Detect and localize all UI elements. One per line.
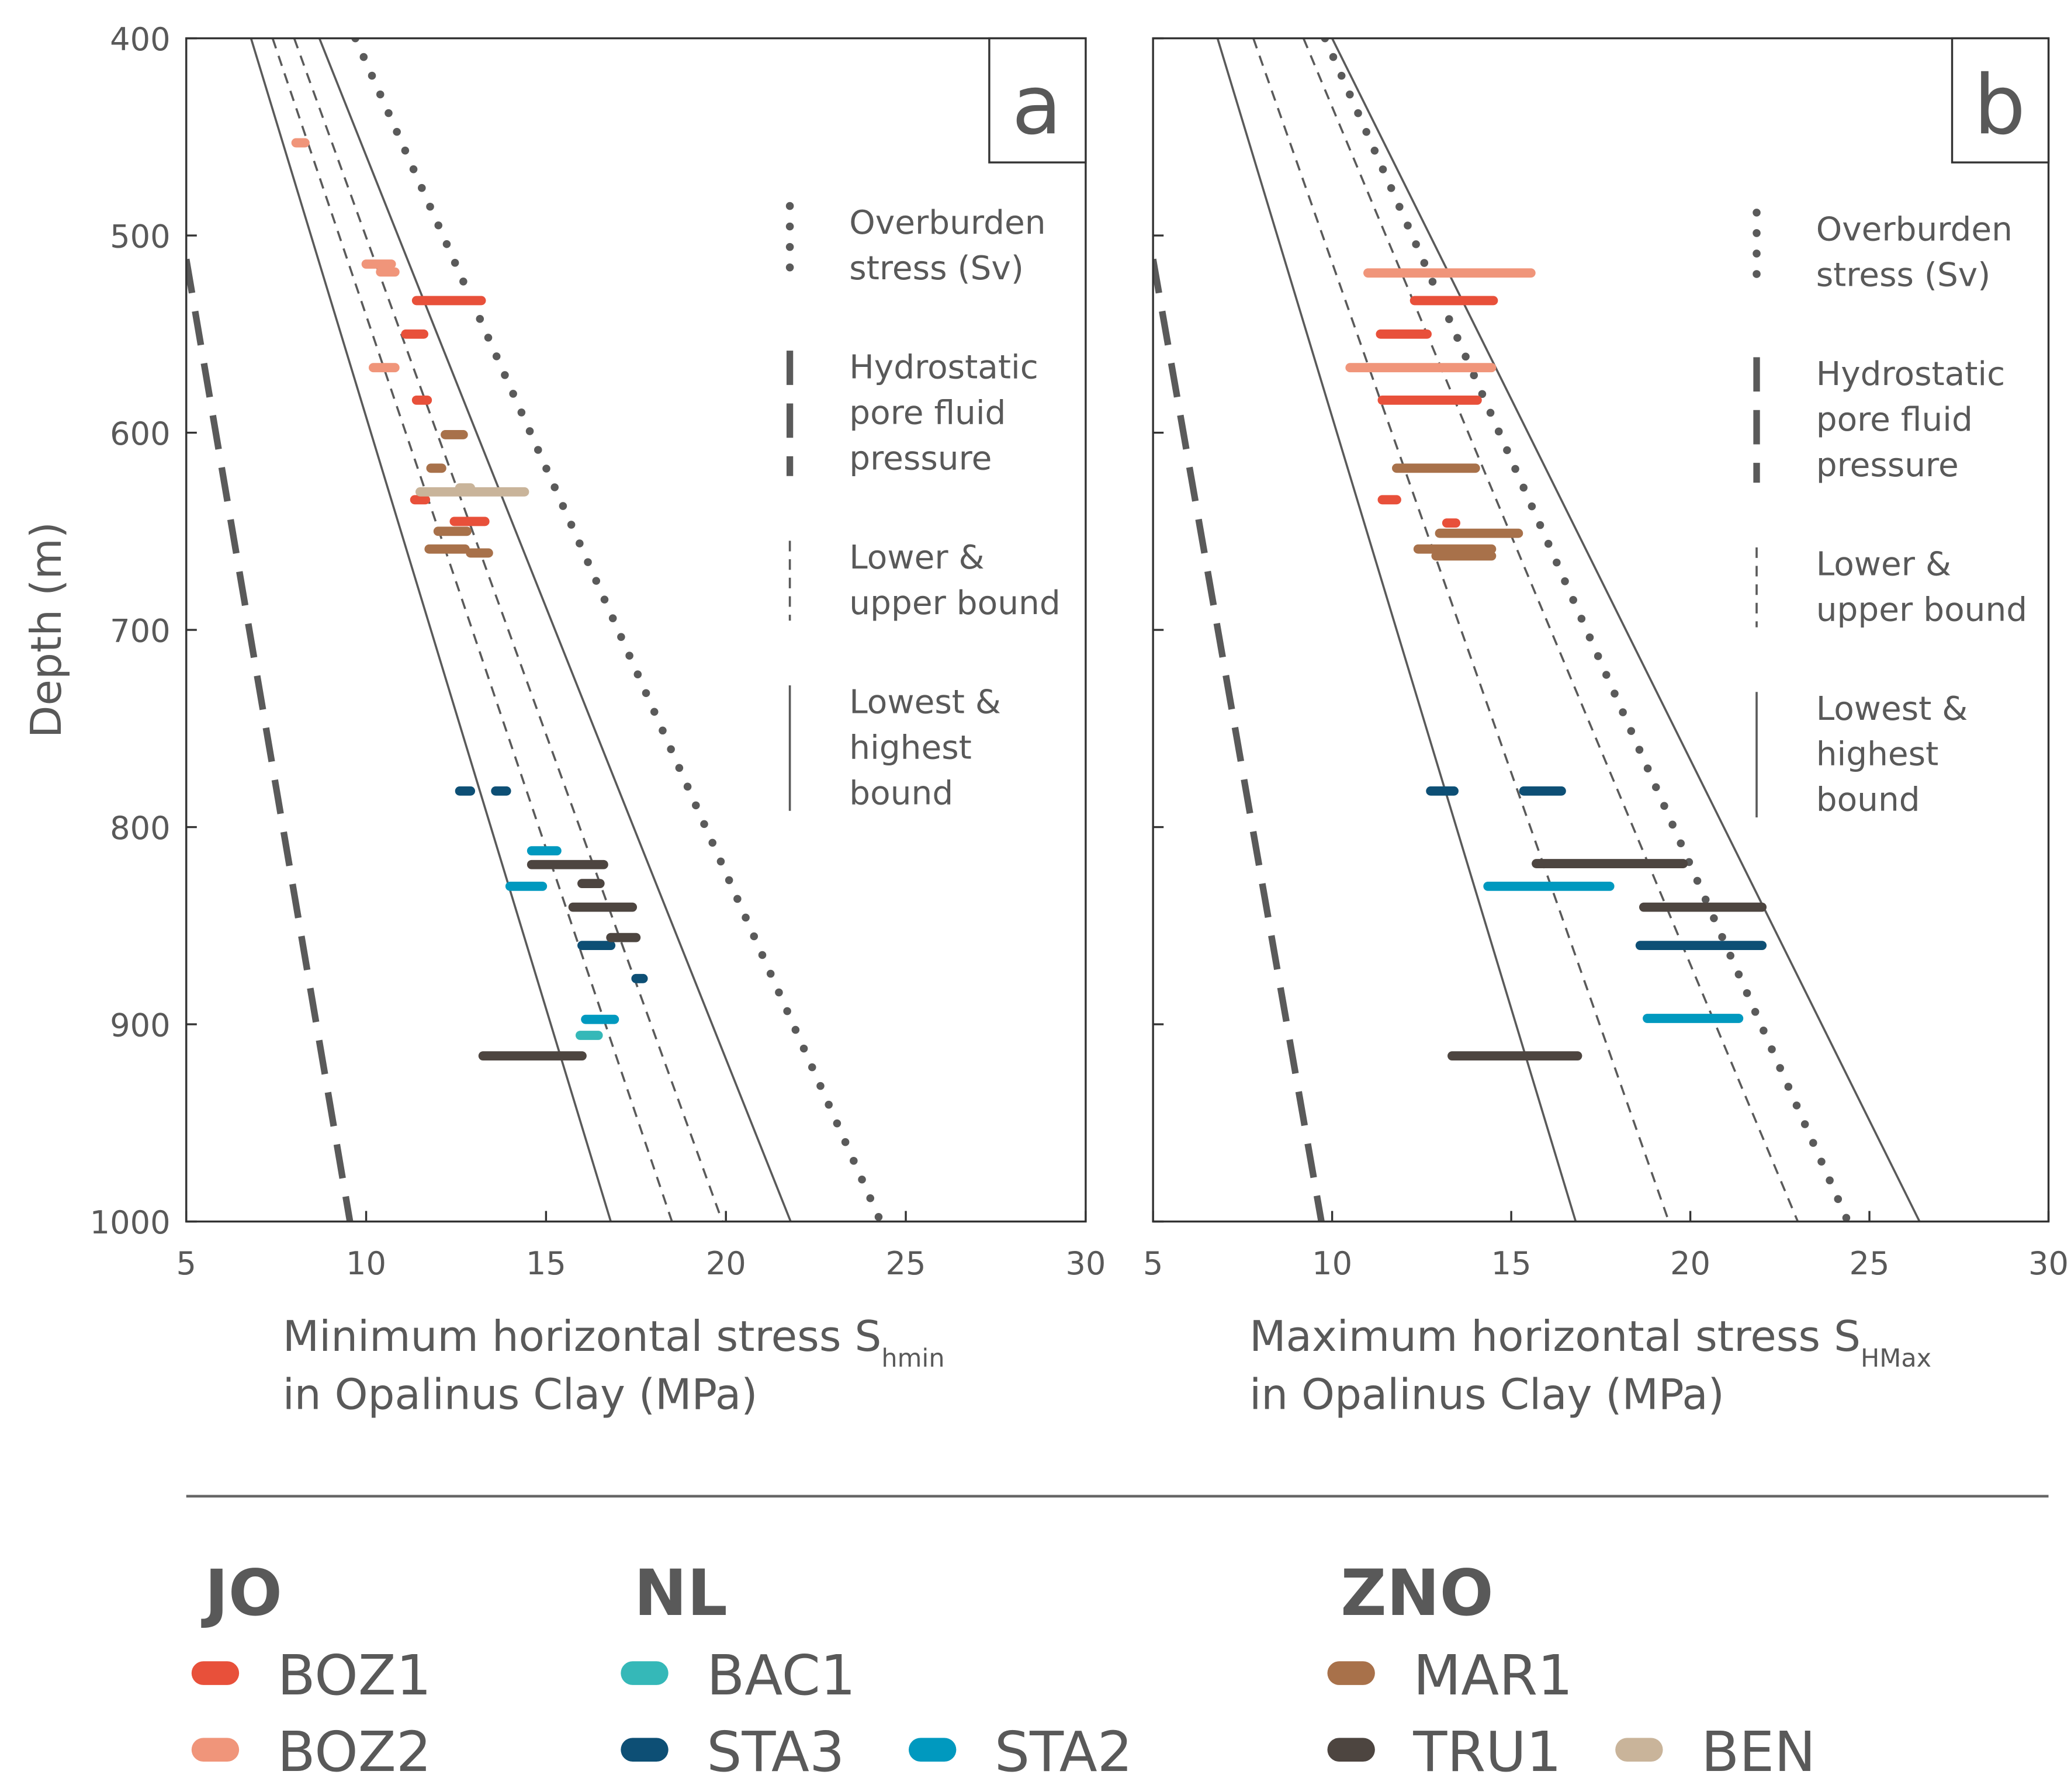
x-tick-label: 25 xyxy=(886,1245,926,1282)
legend-label: highest xyxy=(1816,736,1939,774)
reference-line xyxy=(1153,258,1325,1222)
x-tick-label: 10 xyxy=(346,1245,386,1282)
panel: 5 10 15 20 25 30 400 500 600 700 800 900 1000 a Minimu… xyxy=(22,21,1106,1420)
legend-label: bound xyxy=(1816,781,1920,819)
x-axis-label-line2: in Opalinus Clay (MPa) xyxy=(1249,1371,1724,1420)
legend-label: highest xyxy=(849,729,972,767)
legend-item: TRU1 xyxy=(1412,1720,1561,1784)
x-axis-label-sub: hmin xyxy=(881,1344,944,1373)
legend-label: pore fluid xyxy=(849,394,1006,432)
legend-label: Lower & xyxy=(849,539,984,577)
reference-line xyxy=(293,38,723,1222)
legend-item: STA3 xyxy=(707,1720,844,1784)
reference-line xyxy=(271,38,673,1222)
legend-item: STA2 xyxy=(995,1720,1133,1784)
y-tick-label: 500 xyxy=(110,218,171,255)
x-tick-label: 20 xyxy=(706,1245,746,1282)
reference-line xyxy=(186,258,354,1222)
reference-line xyxy=(1331,38,1921,1222)
x-tick-label: 5 xyxy=(176,1245,196,1282)
reference-line xyxy=(1252,38,1670,1222)
x-tick-label: 15 xyxy=(1491,1245,1532,1282)
legend-label: Lower & xyxy=(1816,545,1951,583)
y-tick-label: 700 xyxy=(110,612,171,649)
x-tick-label: 20 xyxy=(1670,1245,1710,1282)
y-axis-label: Depth (m) xyxy=(22,522,71,738)
reference-line xyxy=(1302,38,1799,1222)
legend-item: BOZ2 xyxy=(278,1720,432,1784)
x-tick-label: 15 xyxy=(526,1245,566,1282)
panel-label-box xyxy=(988,37,1087,164)
legend-group-title: ZNO xyxy=(1341,1556,1494,1630)
legend-group-title: NL xyxy=(634,1556,728,1630)
x-tick-label: 10 xyxy=(1312,1245,1352,1282)
reference-line xyxy=(1321,38,1852,1222)
legend-label: pressure xyxy=(849,439,992,477)
legend: JO BOZ1 BOZ2 NL BAC1 STA3 STA2 ZNO MAR1 TRU1 BEN xyxy=(191,1556,1816,1784)
x-axis-label-sub: HMax xyxy=(1861,1344,1931,1373)
x-axis-label: Minimum horizontal stress Shmin xyxy=(283,1312,945,1373)
x-axis-label: Maximum horizontal stress SHMax xyxy=(1249,1312,1931,1373)
x-tick-label: 30 xyxy=(1065,1245,1106,1282)
y-tick-label: 400 xyxy=(110,21,171,58)
x-tick-label: 25 xyxy=(1850,1245,1890,1282)
legend-label: Hydrostatic xyxy=(849,349,1038,387)
x-tick-label: 5 xyxy=(1143,1245,1163,1282)
legend-label: stress (Sv) xyxy=(1816,256,1991,294)
reference-line xyxy=(250,38,612,1222)
legend-item: MAR1 xyxy=(1413,1644,1573,1708)
panel-label: b xyxy=(1973,58,2025,153)
y-tick-label: 600 xyxy=(110,415,171,452)
legend-item: BEN xyxy=(1701,1720,1816,1784)
legend-label: Overburden xyxy=(1816,210,2013,248)
panel-label: a xyxy=(1012,58,1062,153)
y-tick-label: 1000 xyxy=(90,1204,171,1241)
legend-label: upper bound xyxy=(849,584,1060,622)
x-axis-label-line2: in Opalinus Clay (MPa) xyxy=(283,1371,758,1420)
reference-line xyxy=(1216,38,1577,1222)
plot-area xyxy=(1153,38,1921,1222)
legend-label: Lowest & xyxy=(849,683,1001,721)
legend-label: pressure xyxy=(1816,446,1959,484)
legend-item: BOZ1 xyxy=(278,1644,432,1708)
legend-label: Lowest & xyxy=(1816,690,1968,728)
legend-label: Hydrostatic xyxy=(1816,355,2005,393)
x-axis-label-main: Maximum horizontal stress S xyxy=(1249,1312,1861,1361)
reference-line xyxy=(351,38,885,1222)
legend-label: Overburden xyxy=(849,204,1045,242)
legend-label: bound xyxy=(849,774,953,812)
panel-label-box xyxy=(1951,37,2050,164)
x-axis-label-main: Minimum horizontal stress S xyxy=(283,1312,882,1361)
plot-area xyxy=(186,38,885,1222)
legend-label: upper bound xyxy=(1816,591,2027,629)
legend-label: stress (Sv) xyxy=(849,249,1024,287)
y-tick-label: 900 xyxy=(110,1007,171,1044)
y-tick-label: 800 xyxy=(110,810,171,847)
legend-group-title: JO xyxy=(200,1556,282,1630)
reference-line xyxy=(318,38,792,1222)
legend-item: BAC1 xyxy=(707,1644,856,1708)
legend-label: pore fluid xyxy=(1816,401,1973,439)
x-tick-label: 30 xyxy=(2028,1245,2069,1282)
